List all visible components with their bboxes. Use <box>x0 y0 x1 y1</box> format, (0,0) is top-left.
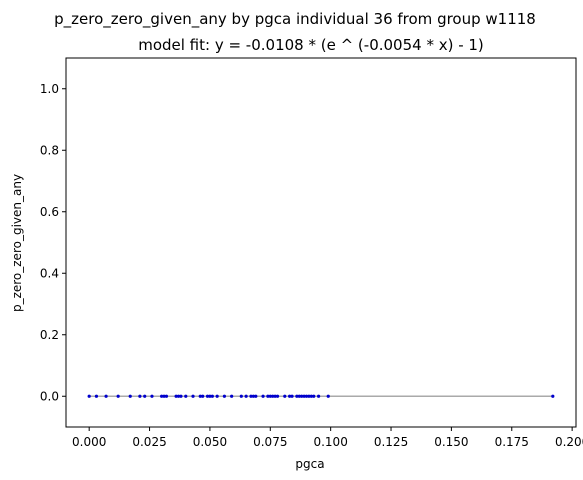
data-point <box>160 394 164 398</box>
y-tick-label: 1.0 <box>40 82 59 96</box>
data-point <box>116 394 120 398</box>
data-point <box>302 394 306 398</box>
data-point <box>87 394 91 398</box>
data-point <box>205 394 210 398</box>
chart-title: p_zero_zero_given_any by pgca individual… <box>54 10 536 29</box>
data-point <box>94 394 99 398</box>
data-point <box>249 394 253 398</box>
data-point <box>300 394 304 398</box>
data-point <box>290 394 294 398</box>
x-tick-label: 0.150 <box>434 435 468 449</box>
data-point <box>295 394 299 398</box>
data-point <box>174 394 178 398</box>
data-point <box>326 394 330 398</box>
data-point <box>273 394 277 398</box>
y-tick-label: 0.8 <box>40 143 59 157</box>
x-tick-label: 0.000 <box>72 435 106 449</box>
x-axis-label: pgca <box>295 457 324 471</box>
data-point <box>198 394 202 398</box>
x-tick-label: 0.100 <box>313 435 347 449</box>
data-point <box>208 394 212 398</box>
data-point <box>275 394 280 398</box>
data-point <box>138 394 142 398</box>
data-point <box>143 394 147 398</box>
data-point <box>191 394 195 398</box>
data-point <box>271 394 275 398</box>
data-point <box>230 394 234 398</box>
data-point <box>176 394 181 398</box>
chart-subtitle: model fit: y = -0.0108 * (e ^ (-0.0054 *… <box>138 36 484 54</box>
data-point <box>162 394 166 398</box>
plot-area <box>87 394 555 398</box>
data-point <box>312 394 316 398</box>
data-point <box>239 394 243 398</box>
y-axis-label: p_zero_zero_given_any <box>10 174 24 312</box>
y-axis-ticks: 0.0 0.2 0.4 0.6 0.8 1.0 <box>40 82 66 403</box>
data-point <box>304 394 309 398</box>
data-point <box>179 394 183 398</box>
data-point <box>309 394 313 398</box>
x-tick-label: 0.050 <box>193 435 227 449</box>
data-point <box>201 394 205 398</box>
data-point <box>266 394 270 398</box>
data-point <box>215 394 219 398</box>
x-tick-label: 0.175 <box>495 435 529 449</box>
x-tick-label: 0.125 <box>374 435 408 449</box>
x-tick-label: 0.075 <box>253 435 287 449</box>
data-point <box>222 394 227 398</box>
data-point <box>307 394 311 398</box>
data-point <box>551 394 555 398</box>
data-point <box>164 394 169 398</box>
y-tick-label: 0.6 <box>40 205 59 219</box>
y-tick-label: 0.2 <box>40 328 59 342</box>
data-point <box>254 394 258 398</box>
y-tick-label: 0.4 <box>40 266 59 280</box>
data-point <box>251 394 255 398</box>
data-point <box>150 394 154 398</box>
y-tick-label: 0.0 <box>40 389 59 403</box>
data-point <box>104 394 108 398</box>
data-point <box>288 394 292 398</box>
data-point <box>316 394 321 398</box>
x-tick-label: 0.025 <box>132 435 166 449</box>
plot-frame <box>65 57 577 428</box>
x-tick-label: 0.200 <box>555 435 583 449</box>
data-point <box>297 394 301 398</box>
data-point <box>268 394 272 398</box>
x-axis-ticks: 0.000 0.025 0.050 0.075 0.100 0.125 0.150 0.175… <box>72 427 583 449</box>
data-point <box>184 394 188 398</box>
data-point <box>244 394 248 398</box>
data-point <box>283 394 287 398</box>
data-point <box>128 394 132 398</box>
data-point <box>210 394 214 398</box>
data-point <box>261 394 265 398</box>
